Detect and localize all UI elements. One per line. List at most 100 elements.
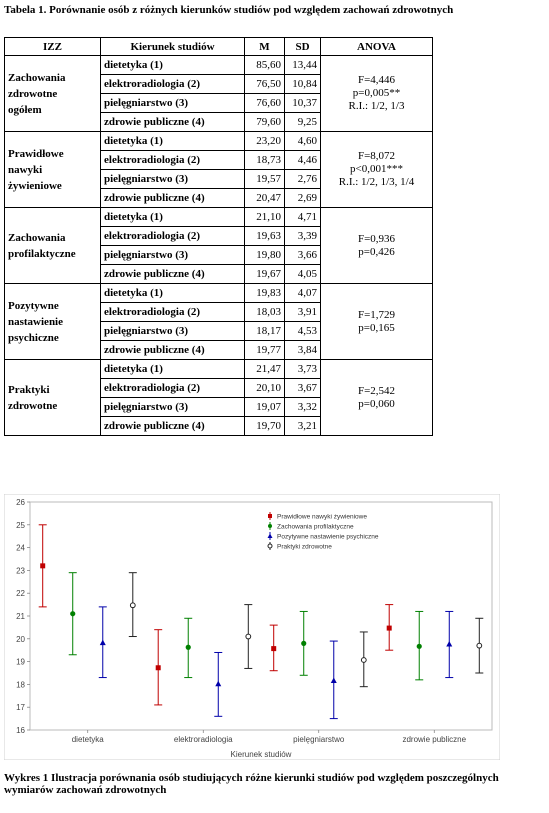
mean-cell: 18,03 xyxy=(244,302,285,322)
mean-cell: 21,10 xyxy=(244,207,285,227)
table-row: pielęgniarstwo (3) 19,80 3,66 xyxy=(5,245,433,265)
header-kierunek: Kierunek studiów xyxy=(100,37,245,56)
kierunek-cell: zdrowie publiczne (4) xyxy=(100,188,245,208)
izz-line: zdrowotne xyxy=(8,399,58,412)
izz-line: Zachowania xyxy=(8,231,66,244)
y-tick-label: 25 xyxy=(16,521,25,530)
anova-cell: F=1,729 p=0,165 xyxy=(320,283,433,360)
izz-line: Pozytywne xyxy=(8,299,59,312)
means-plot: 16 17 18 19 20 21 22 23 24 25 26 dietetyka elektror… xyxy=(3,493,501,761)
anova-cell: F=8,072 p<0,001*** R.I.: 1/2, 1/3, 1/4 xyxy=(320,131,433,208)
anova-line: F=1,729 xyxy=(357,308,396,321)
table-row: elektroradiologia (2) 76,50 10,84 xyxy=(5,74,433,94)
izz-cell: Zachowania zdrowotne ogółem xyxy=(4,55,101,132)
legend-label: Zachowania profilaktyczne xyxy=(277,524,354,531)
sd-cell: 3,91 xyxy=(284,302,321,322)
y-tick-label: 18 xyxy=(16,680,25,689)
statistics-table: IZZ Kierunek studiów M SD ANOVA Zachowan… xyxy=(4,37,433,436)
sd-cell: 4,60 xyxy=(284,131,321,151)
mean-point xyxy=(129,602,136,609)
series-group xyxy=(98,606,454,720)
anova-line: F=0,936 xyxy=(357,232,396,245)
anova-line: p<0,001*** xyxy=(350,163,403,175)
table-row: zdrowie publiczne (4) 19,77 3,84 xyxy=(5,340,433,360)
table-row: pielęgniarstwo (3) 76,60 10,37 xyxy=(5,93,433,113)
table-row: elektroradiologia (2) 20,10 3,67 xyxy=(5,378,433,398)
legend: Prawidłowe nawyki żywieniowe Zachowania p… xyxy=(267,512,379,551)
anova-line: p=0,005** xyxy=(352,87,401,99)
anova-line: F=4,446 xyxy=(357,74,396,86)
mean-point xyxy=(301,640,307,646)
table-caption: Tabela 1. Porównanie osób z różnych kier… xyxy=(4,4,454,16)
kierunek-cell: zdrowie publiczne (4) xyxy=(100,340,245,360)
izz-line: psychiczne xyxy=(8,331,59,344)
sd-cell: 4,46 xyxy=(284,150,321,170)
legend-label: Pozytywne nastawienie psychiczne xyxy=(277,534,379,541)
sd-cell: 9,25 xyxy=(284,112,321,132)
kierunek-cell: elektroradiologia (2) xyxy=(100,302,245,322)
mean-point xyxy=(70,611,76,617)
legend-marker xyxy=(267,543,273,549)
header-izz: IZZ xyxy=(4,37,101,56)
x-axis: dietetyka elektroradiologia pielęgniarstwo… xyxy=(72,730,467,744)
izz-line: profilaktyczne xyxy=(8,247,76,260)
sd-cell: 3,73 xyxy=(284,359,321,379)
sd-cell: 4,05 xyxy=(284,264,321,284)
x-axis-label: Kierunek studiów xyxy=(231,750,292,759)
kierunek-cell: elektroradiologia (2) xyxy=(100,226,245,246)
anova-cell: F=0,936 p=0,426 xyxy=(320,207,433,284)
legend-marker xyxy=(268,524,272,528)
series-layer xyxy=(38,524,484,720)
sd-cell: 10,84 xyxy=(284,74,321,94)
sd-cell: 3,84 xyxy=(284,340,321,360)
table-row: Zachowania zdrowotne ogółem dietetyka (1) 85… xyxy=(4,55,433,132)
figure-caption: Wykres 1 Ilustracja porównania osób stud… xyxy=(4,772,499,796)
kierunek-cell: zdrowie publiczne (4) xyxy=(100,416,245,436)
sd-cell: 3,32 xyxy=(284,397,321,417)
izz-cell: Praktyki zdrowotne xyxy=(4,359,101,436)
mean-cell: 79,60 xyxy=(244,112,285,132)
legend-marker xyxy=(268,514,272,518)
izz-line: zdrowotne xyxy=(8,87,58,100)
sd-cell: 2,69 xyxy=(284,188,321,208)
izz-cell: Prawidłowe nawyki żywieniowe xyxy=(4,131,101,208)
mean-cell: 76,60 xyxy=(244,93,285,113)
table-row: Praktyki zdrowotne dietetyka (1) 21,47 3,73 F… xyxy=(4,359,433,436)
izz-line: Prawidłowe xyxy=(8,147,64,160)
mean-cell: 19,83 xyxy=(244,283,285,303)
mean-cell: 21,47 xyxy=(244,359,285,379)
header-anova: ANOVA xyxy=(320,37,433,56)
sd-cell: 3,67 xyxy=(284,378,321,398)
legend-label: Prawidłowe nawyki żywieniowe xyxy=(277,514,367,521)
izz-cell: Pozytywne nastawienie psychiczne xyxy=(4,283,101,360)
mean-point xyxy=(446,641,453,647)
anova-line: R.I.: 1/2, 1/3, 1/4 xyxy=(338,176,415,188)
mean-cell: 18,73 xyxy=(244,150,285,170)
x-tick-label: elektroradiologia xyxy=(174,735,233,744)
kierunek-cell: dietetyka (1) xyxy=(100,283,245,303)
izz-line: Praktyki xyxy=(8,383,50,396)
izz-line: Zachowania xyxy=(8,71,66,84)
mean-cell: 19,77 xyxy=(244,340,285,360)
x-tick-label: dietetyka xyxy=(72,735,105,744)
izz-line: żywieniowe xyxy=(8,179,62,192)
kierunek-cell: dietetyka (1) xyxy=(100,207,245,227)
sd-cell: 4,53 xyxy=(284,321,321,341)
header-m: M xyxy=(244,37,285,56)
sd-cell: 3,39 xyxy=(284,226,321,246)
y-tick-label: 24 xyxy=(16,544,25,553)
kierunek-cell: elektroradiologia (2) xyxy=(100,150,245,170)
sd-cell: 3,21 xyxy=(284,416,321,436)
anova-line: F=2,542 xyxy=(357,384,396,397)
mean-point xyxy=(476,642,483,649)
mean-point xyxy=(416,643,422,649)
legend-label: Praktyki zdrowotne xyxy=(277,544,332,551)
series-group xyxy=(68,572,424,681)
mean-point xyxy=(40,563,46,569)
y-tick-label: 26 xyxy=(16,498,25,507)
mean-cell: 19,80 xyxy=(244,245,285,265)
table-row: elektroradiologia (2) 18,73 4,46 xyxy=(5,150,433,170)
table-body: Zachowania zdrowotne ogółem dietetyka (1) 85… xyxy=(4,55,433,436)
kierunek-cell: elektroradiologia (2) xyxy=(100,378,245,398)
mean-point xyxy=(215,680,222,687)
